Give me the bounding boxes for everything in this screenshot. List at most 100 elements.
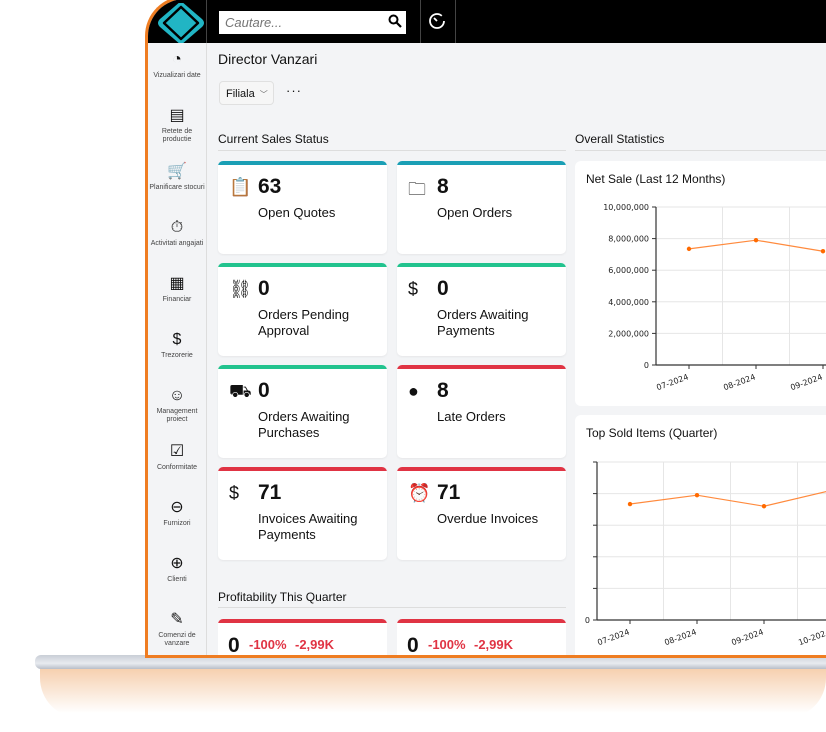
section-title-sales-status: Current Sales Status xyxy=(218,132,329,146)
status-color-bar xyxy=(397,161,566,165)
pie-chart-icon: ◔ xyxy=(172,51,182,68)
sidebar-item[interactable]: ✎ Comenzi de vanzare xyxy=(148,603,206,655)
status-value: 0 xyxy=(258,379,270,402)
sidebar-item-label: Furnizori xyxy=(163,520,191,527)
net-sale-chart-card: Net Sale (Last 12 Months) 0 2,000,000 4,00… xyxy=(575,161,826,406)
plus-circle-icon: ⊕ xyxy=(170,555,184,572)
profit-change-pct: -100% xyxy=(428,637,466,652)
dollar-icon: $ xyxy=(229,483,240,503)
search-icon[interactable] xyxy=(388,14,402,28)
status-color-bar xyxy=(397,365,566,369)
status-color-bar xyxy=(218,263,387,267)
search-input[interactable] xyxy=(219,11,406,34)
data-point xyxy=(627,501,633,507)
status-color-bar xyxy=(218,467,387,471)
divider xyxy=(218,150,566,151)
sidebar-item-label: Management proiect xyxy=(156,408,198,423)
data-point xyxy=(694,492,700,498)
status-value: 0 xyxy=(258,277,270,300)
status-card[interactable]: 🗀 8 Open Orders xyxy=(397,161,566,254)
sidebar-item[interactable]: ⊕ Clienti xyxy=(148,547,206,603)
x-tick-label: 08-2024 xyxy=(663,627,697,647)
timer-icon[interactable] xyxy=(428,12,446,30)
y-tick-label: 0 xyxy=(644,361,649,370)
cart-plus-icon: 🛒 xyxy=(167,163,187,180)
sidebar-item[interactable]: ◔ Vizualizari date xyxy=(148,43,206,99)
profit-value: 0 xyxy=(228,634,240,657)
x-tick-label: 08-2024 xyxy=(722,372,756,392)
sidebar-item-label: Financiar xyxy=(162,296,192,303)
data-point xyxy=(686,246,692,252)
stopwatch-icon: ⏱ xyxy=(170,219,184,236)
sidebar-item-label: Clienti xyxy=(167,576,187,583)
status-color-bar xyxy=(218,161,387,165)
profit-change-amount: -2,99K xyxy=(295,637,335,652)
profit-value: 0 xyxy=(407,634,419,657)
sidebar-item-label: Comenzi de vanzare xyxy=(158,632,196,647)
chart-title: Net Sale (Last 12 Months) xyxy=(586,172,726,186)
status-value: 8 xyxy=(437,175,449,198)
status-label: Overdue Invoices xyxy=(437,511,539,526)
top-bar xyxy=(148,0,826,43)
sidebar-item[interactable]: ☺ Management proiect xyxy=(148,379,206,435)
status-label: Open Quotes xyxy=(258,205,336,220)
sidebar-item[interactable]: ☑ Conformitate xyxy=(148,435,206,491)
profit-change-pct: -100% xyxy=(249,637,287,652)
more-options-button[interactable]: ··· xyxy=(286,83,302,98)
status-label: Orders Awaiting Purchases xyxy=(258,409,350,440)
sidebar-item[interactable]: ⏱ Activitati angajati xyxy=(148,211,206,267)
y-tick-label: 0 xyxy=(585,616,590,625)
sidebar-item-label: Vizualizari date xyxy=(153,72,201,79)
series-line xyxy=(629,491,826,507)
status-card[interactable]: ⛟ 0 Orders Awaiting Purchases xyxy=(218,365,387,458)
sidebar-item-label: Trezorerie xyxy=(161,352,193,359)
status-card[interactable]: ⛓ 0 Orders Pending Approval xyxy=(218,263,387,356)
calculator-icon: ▦ xyxy=(169,275,185,292)
top-sold-chart: 0 07-2024 08-2024 09-2024 10-2024 xyxy=(585,461,826,647)
status-label: Open Orders xyxy=(437,205,513,220)
sidebar-item-label: Conformitate xyxy=(156,464,198,471)
dollar-icon: $ xyxy=(408,279,419,299)
sidebar-item[interactable]: $ Trezorerie xyxy=(148,323,206,379)
sidebar-item[interactable]: ▤ Retete de productie xyxy=(148,99,206,155)
x-tick-label: 07-2024 xyxy=(596,627,630,647)
y-tick-label: 2,000,000 xyxy=(608,329,649,338)
checklist-icon: ☑ xyxy=(169,443,185,460)
status-card[interactable]: ⏰ 71 Overdue Invoices xyxy=(397,467,566,560)
laptop-shadow xyxy=(40,668,826,718)
sidebar-item[interactable]: 🛒 Planificare stocuri xyxy=(148,155,206,211)
status-card[interactable]: 📋 63 Open Quotes xyxy=(218,161,387,254)
status-color-bar xyxy=(397,263,566,267)
status-value: 71 xyxy=(258,481,282,504)
sidebar-item-label: Planificare stocuri xyxy=(149,184,205,191)
profitability-card[interactable]: 0 -100% -2,99K xyxy=(218,619,387,657)
status-color-bar xyxy=(218,365,387,369)
sidebar-item[interactable]: ▦ Financiar xyxy=(148,267,206,323)
profitability-card[interactable]: 0 -100% -2,99K xyxy=(397,619,566,657)
status-card[interactable]: $0 Orders Awaiting Payments xyxy=(397,263,566,356)
filiala-dropdown[interactable]: Filiala ﹀ xyxy=(219,81,274,105)
sidebar-item[interactable]: ⊖ Furnizori xyxy=(148,491,206,547)
status-label: Late Orders xyxy=(437,409,506,424)
divider xyxy=(218,607,566,608)
x-tick-label: 10-2024 xyxy=(797,627,826,647)
divider xyxy=(575,150,826,151)
x-tick-label: 09-2024 xyxy=(789,372,823,392)
status-label: Orders Awaiting Payments xyxy=(437,307,529,338)
app-window: ◔ Vizualizari date ▤ Retete de productie 🛒 Pl… xyxy=(145,0,826,658)
top-sold-chart-card: Top Sold Items (Quarter) 0 07-2024 08-2024… xyxy=(575,415,826,655)
chart-title: Top Sold Items (Quarter) xyxy=(586,426,718,440)
filiala-label: Filiala xyxy=(226,88,255,100)
minus-circle-icon: ⊖ xyxy=(170,499,184,516)
pencil-square-icon: ✎ xyxy=(170,611,184,628)
y-tick-label: 8,000,000 xyxy=(608,235,649,244)
app-logo xyxy=(158,3,204,43)
y-tick-label: 4,000,000 xyxy=(608,298,649,307)
section-title-profitability: Profitability This Quarter xyxy=(218,590,347,604)
main-content: Director Vanzari Filiala ﹀ ··· Current Sa… xyxy=(208,43,826,655)
recipe-dollar-icon: ▤ xyxy=(169,107,185,124)
status-card[interactable]: $71 Invoices Awaiting Payments xyxy=(218,467,387,560)
status-card[interactable]: ● 8 Late Orders xyxy=(397,365,566,458)
status-value: 63 xyxy=(258,175,282,198)
dollar-icon: $ xyxy=(172,331,182,348)
